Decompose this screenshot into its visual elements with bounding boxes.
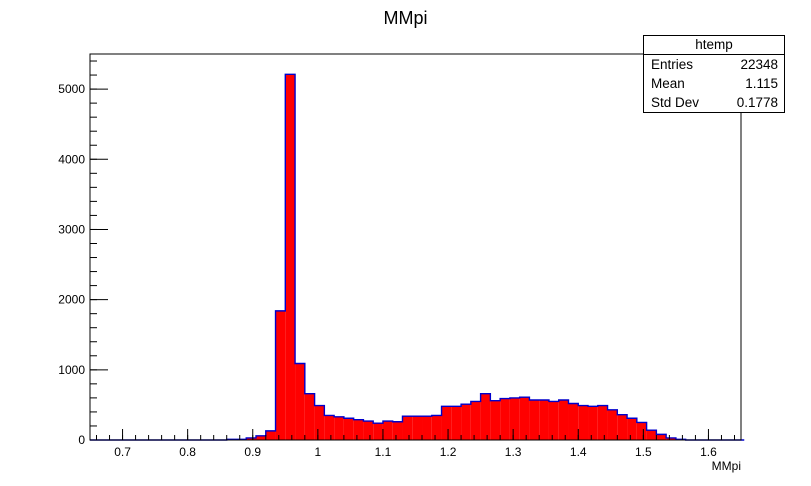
histogram-bar: [519, 397, 530, 440]
histogram-bar: [539, 399, 549, 440]
histogram-bar: [412, 416, 423, 440]
histogram-bar: [256, 435, 266, 440]
stats-entries-value: 22348: [740, 57, 778, 72]
x-tick-label: 1.3: [505, 445, 522, 459]
histogram-bar: [480, 393, 491, 440]
y-tick-label: 5000: [58, 82, 85, 96]
stats-std-value: 0.1778: [736, 95, 778, 110]
x-tick-label: 1.4: [570, 445, 587, 459]
x-tick-label: 1.5: [635, 445, 652, 459]
histogram-bar: [588, 406, 598, 440]
plot-frame: [89, 53, 742, 441]
stats-mean-label: Mean: [651, 76, 685, 91]
histogram-bars: [90, 73, 745, 441]
histogram-bar: [402, 416, 413, 440]
stats-box-title: htemp: [644, 36, 784, 55]
histogram-bar: [568, 403, 579, 440]
stats-mean-value: 1.115: [745, 76, 778, 91]
x-axis-label: MMpi: [712, 459, 741, 473]
x-tick-label: 1.2: [440, 445, 457, 459]
histogram-bar: [451, 406, 462, 440]
histogram-bar: [529, 399, 540, 440]
histogram-bar: [314, 405, 325, 440]
stats-std-label: Std Dev: [651, 95, 700, 110]
y-tick-label: 2000: [58, 293, 85, 307]
y-tick-label: 3000: [58, 222, 85, 236]
histogram-bar: [382, 421, 393, 440]
stats-entries-label: Entries: [651, 57, 694, 72]
histogram-bar: [490, 400, 501, 440]
histogram-bar: [578, 405, 589, 440]
histogram-bar: [646, 430, 657, 440]
histogram-bar: [558, 399, 569, 440]
histogram-bar: [304, 393, 315, 440]
histogram-bar: [548, 401, 559, 440]
x-tick-label: 0.7: [114, 445, 131, 459]
histogram-bar: [461, 404, 471, 440]
histogram-bar: [275, 310, 286, 440]
histogram-bar: [265, 430, 276, 440]
x-tick-label: 1: [315, 445, 322, 459]
stats-mean-row: Mean 1.115: [644, 74, 784, 93]
histogram-bar: [373, 423, 383, 440]
x-tick-label: 0.8: [179, 445, 196, 459]
histogram-bar: [617, 414, 628, 440]
histogram-bar: [353, 419, 364, 440]
x-tick-label: 1.6: [700, 445, 717, 459]
x-tick-label: 0.9: [244, 445, 261, 459]
y-axis: 0 1000 2000 3000 4000 5000: [58, 60, 108, 447]
histogram-bar: [597, 405, 608, 440]
histogram-bar: [295, 363, 305, 440]
histogram-bar: [285, 74, 296, 441]
histogram-bar: [656, 434, 667, 440]
histogram-bar: [343, 418, 354, 440]
histogram-bar: [509, 397, 520, 440]
stats-std-row: Std Dev 0.1778: [644, 93, 784, 112]
histogram-bar: [627, 418, 637, 440]
histogram-outline: [90, 73, 745, 441]
histogram-bar: [636, 422, 647, 440]
histogram-bar: [363, 421, 374, 440]
histogram-bar: [666, 437, 676, 440]
histogram-bar: [607, 409, 618, 440]
histogram-bar: [422, 416, 432, 440]
stats-box: htemp Entries 22348 Mean 1.115 Std Dev 0…: [643, 35, 785, 113]
histogram-bar: [324, 415, 335, 440]
histogram-bar: [392, 421, 403, 440]
x-axis: 0.7 0.8 0.9 1 1.1 1.2 1.3 1.4 1.5 1.6: [96, 429, 735, 459]
histogram-bar: [334, 416, 344, 440]
histogram-bar: [500, 398, 510, 440]
y-tick-label: 0: [78, 433, 85, 447]
y-tick-label: 4000: [58, 152, 85, 166]
histogram-bar: [470, 401, 481, 440]
histogram-bar: [431, 415, 442, 440]
x-tick-label: 1.1: [375, 445, 392, 459]
histogram-bar: [246, 437, 257, 440]
histogram-bar: [441, 406, 452, 440]
y-tick-label: 1000: [58, 363, 85, 377]
chart-title: MMpi: [383, 8, 428, 28]
stats-entries-row: Entries 22348: [644, 55, 784, 74]
